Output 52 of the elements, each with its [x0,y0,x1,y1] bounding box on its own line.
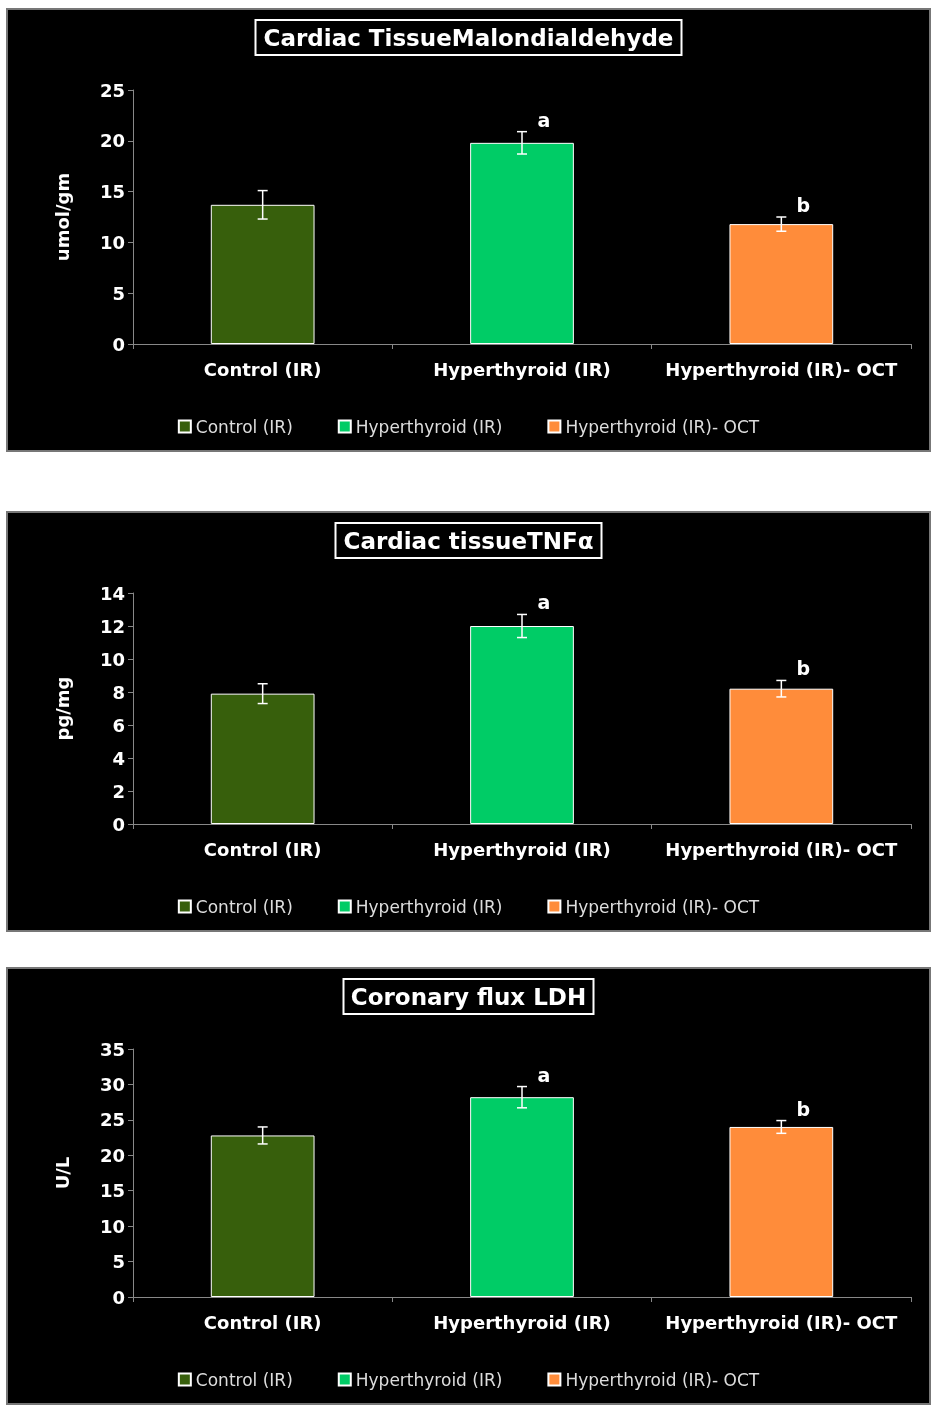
y-tick-label: 35 [99,1038,125,1060]
x-tick-label: Control (IR) [203,358,322,380]
x-tick-label: Control (IR) [203,1311,322,1333]
annotation: b [796,1097,811,1120]
y-axis-title: umol/gm [51,172,73,262]
y-tick-label: 14 [99,582,125,604]
y-axis-title: U/L [51,1156,73,1190]
chart-title: Cardiac TissueMalondialdehyde [263,24,674,51]
x-tick-label: Hyperthyroid (IR)- OCT [665,838,899,860]
y-tick-label: 10 [99,231,125,253]
y-tick-label: 15 [99,181,125,203]
y-tick-label: 0 [112,813,125,835]
chart-title: Coronary flux LDH [350,983,587,1010]
y-tick-label: 4 [112,747,125,769]
x-tick-label: Hyperthyroid (IR)- OCT [665,358,899,380]
annotation: a [537,591,551,614]
legend-label: Hyperthyroid (IR) [355,416,503,437]
y-tick-label: 5 [112,282,125,304]
legend-label: Hyperthyroid (IR)- OCT [565,416,760,437]
y-tick-label: 20 [99,1144,125,1166]
legend-label: Hyperthyroid (IR)- OCT [565,1369,760,1390]
y-tick-label: 0 [112,1286,125,1308]
annotation: a [537,1063,551,1086]
y-tick-label: 25 [99,1109,125,1131]
legend-label: Hyperthyroid (IR) [355,1369,503,1390]
x-tick-label: Control (IR) [203,838,322,860]
y-axis-title: pg/mg [51,676,73,741]
annotation: a [537,108,551,131]
y-tick-label: 8 [112,681,125,703]
y-tick-label: 10 [99,648,125,670]
y-tick-label: 20 [99,130,125,152]
y-tick-label: 6 [112,714,125,736]
y-tick-label: 0 [112,333,125,355]
annotation: b [796,194,811,216]
y-tick-label: 15 [99,1180,125,1202]
legend-label: Control (IR) [195,896,293,917]
x-tick-label: Hyperthyroid (IR) [433,1311,611,1333]
legend-label: Control (IR) [195,416,293,437]
x-tick-label: Hyperthyroid (IR)- OCT [665,1311,899,1333]
x-tick-label: Hyperthyroid (IR) [433,838,611,860]
y-tick-label: 12 [99,615,125,637]
legend-label: Control (IR) [195,1369,293,1390]
legend-label: Hyperthyroid (IR) [355,896,503,917]
y-tick-label: 25 [99,79,125,101]
x-tick-label: Hyperthyroid (IR) [433,358,611,380]
y-tick-label: 30 [99,1073,125,1095]
y-tick-label: 10 [99,1215,125,1237]
y-tick-label: 5 [112,1251,125,1273]
legend-label: Hyperthyroid (IR)- OCT [565,896,760,917]
y-tick-label: 2 [112,780,125,802]
annotation: b [796,657,811,680]
chart-title: Cardiac tissueTNFα [343,527,594,554]
